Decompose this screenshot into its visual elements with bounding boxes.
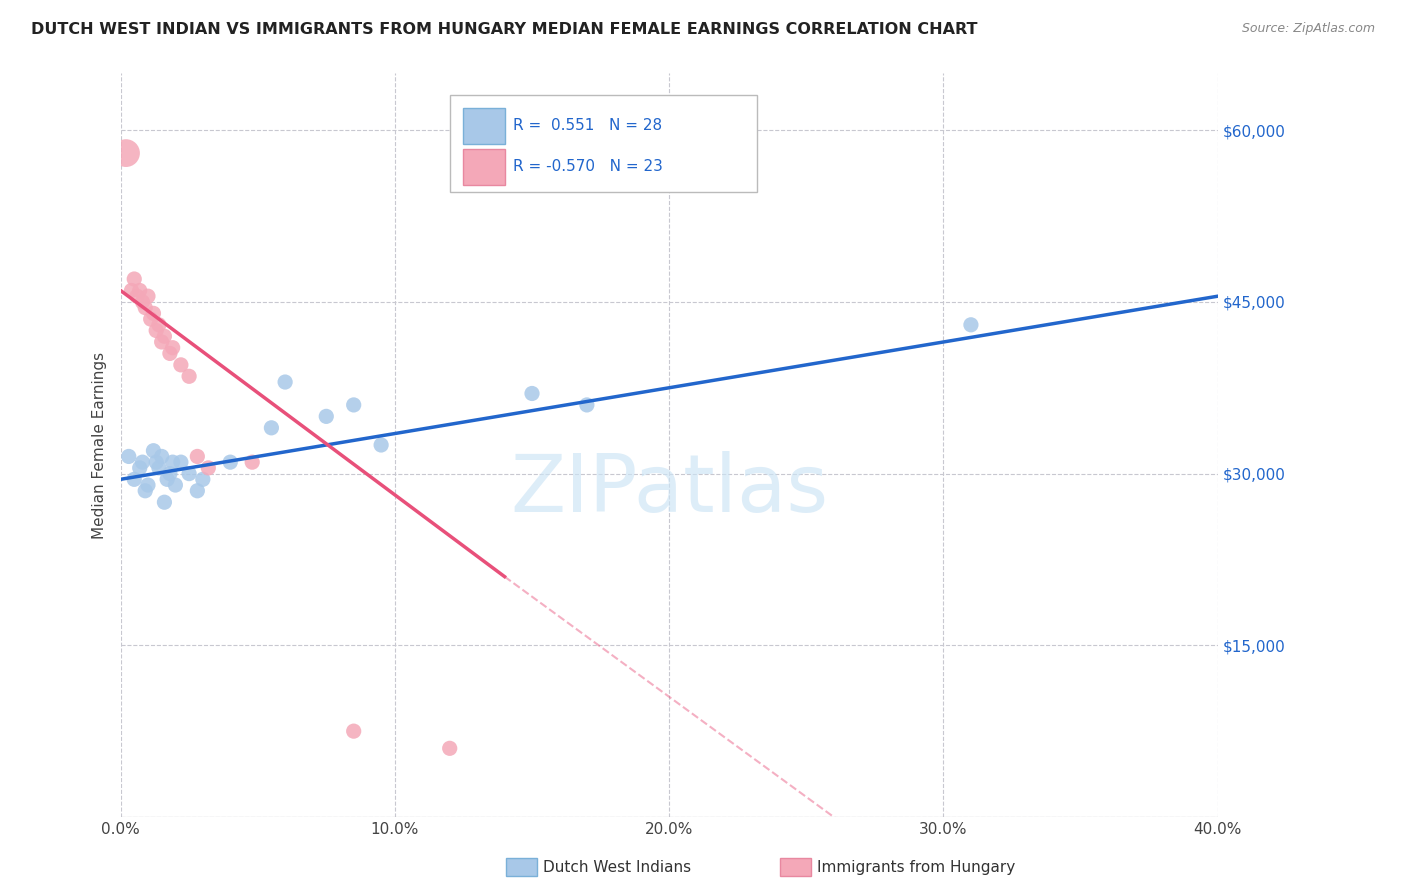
Point [186,483,208,498]
Point [150,450,173,464]
Point [121,284,143,298]
Point [240,455,263,469]
Point [131,294,153,309]
Point [315,409,337,424]
Text: R =  0.551   N = 28: R = 0.551 N = 28 [513,119,662,133]
Text: R = -0.570   N = 23: R = -0.570 N = 23 [513,160,664,174]
Point [370,438,392,452]
Point [520,386,543,401]
Point [159,467,181,481]
Point [139,312,162,326]
Point [260,421,283,435]
Point [128,284,150,298]
Point [177,369,200,384]
FancyBboxPatch shape [450,95,756,192]
Point [145,324,167,338]
Point [142,306,165,320]
Point [131,455,153,469]
Point [219,455,242,469]
Y-axis label: Median Female Earnings: Median Female Earnings [93,351,107,539]
Point [148,318,170,332]
Text: ZIPatlas: ZIPatlas [510,450,828,529]
Point [177,467,200,481]
Point [122,472,145,486]
Point [134,301,156,315]
Point [128,461,150,475]
Point [162,455,184,469]
Point [145,455,167,469]
Bar [463,108,505,144]
Text: Immigrants from Hungary: Immigrants from Hungary [817,860,1015,874]
Point [134,483,156,498]
Point [343,398,366,412]
Point [156,472,179,486]
Bar [463,149,505,185]
Point [165,478,187,492]
Text: Source: ZipAtlas.com: Source: ZipAtlas.com [1241,22,1375,36]
Point [575,398,598,412]
Point [118,450,141,464]
Text: Dutch West Indians: Dutch West Indians [543,860,690,874]
Point [150,334,173,349]
Point [960,318,983,332]
Point [274,375,297,389]
Point [136,478,159,492]
Text: DUTCH WEST INDIAN VS IMMIGRANTS FROM HUNGARY MEDIAN FEMALE EARNINGS CORRELATION : DUTCH WEST INDIAN VS IMMIGRANTS FROM HUN… [31,22,977,37]
Point [186,450,208,464]
Point [191,472,214,486]
Point [142,443,165,458]
Point [136,289,159,303]
Point [197,461,219,475]
Point [170,455,193,469]
Point [439,741,461,756]
Point [170,358,193,372]
Point [159,346,181,360]
Point [153,495,176,509]
Point [162,341,184,355]
Point [148,461,170,475]
Point [115,146,138,161]
Point [153,329,176,343]
Point [122,272,145,286]
Point [125,289,148,303]
Point [343,724,366,739]
